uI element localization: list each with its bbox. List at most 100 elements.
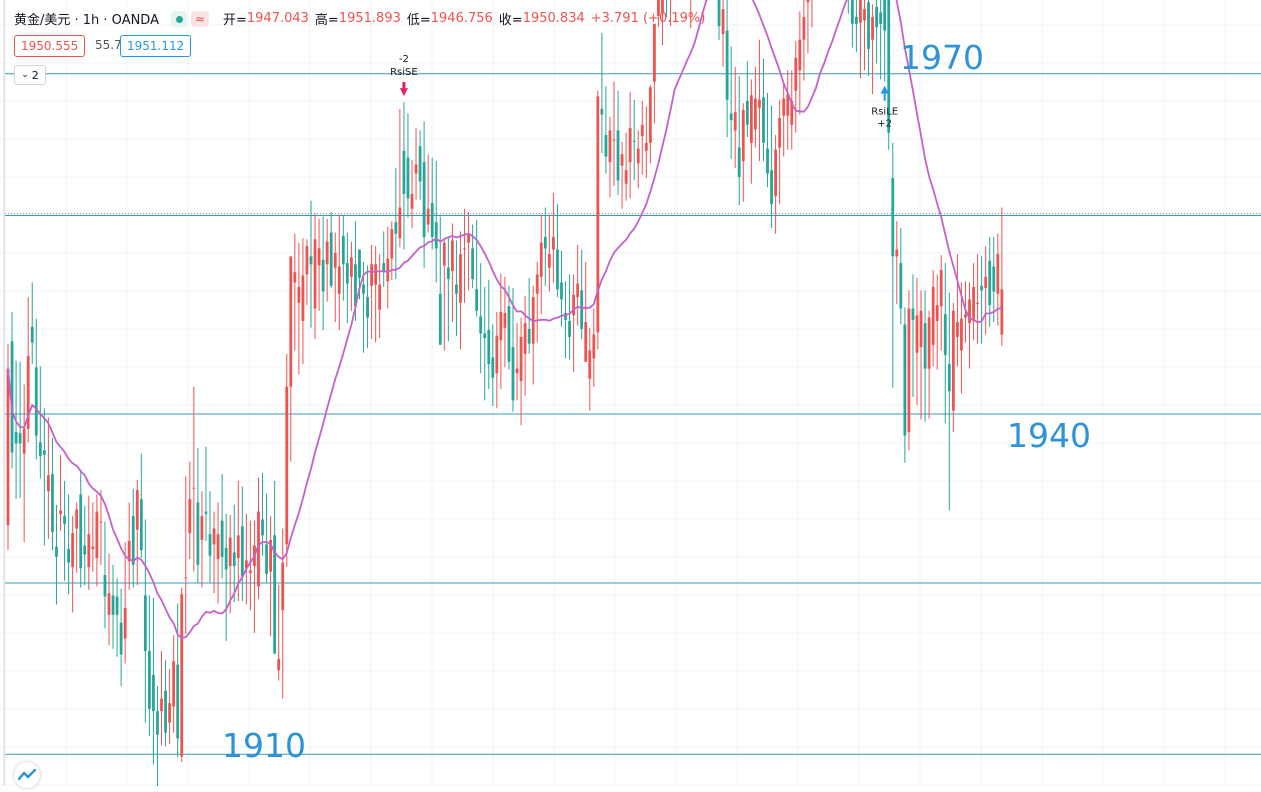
ask-price[interactable]: 1951.112 (120, 35, 192, 57)
candle-body (115, 596, 119, 615)
horizontal-levels (5, 73, 1261, 755)
candle-body (99, 521, 103, 523)
candle-body (434, 222, 438, 249)
candle-body (79, 494, 83, 569)
ma-line (7, 0, 1003, 640)
candle-body (806, 0, 810, 3)
high-value: 1951.893 (338, 11, 401, 26)
candle-body (354, 264, 357, 307)
candle-body (430, 203, 434, 238)
candle-body (636, 148, 640, 164)
candle-body (459, 254, 462, 303)
candle-body (148, 651, 151, 709)
candle-body (257, 511, 260, 587)
candle-body (798, 39, 802, 71)
candle-body (196, 502, 200, 565)
candle-body (172, 661, 176, 707)
candle-body (859, 0, 862, 23)
candle-body (539, 242, 543, 277)
candle-body (467, 234, 470, 243)
collapse-button[interactable]: ⌄ 2 (14, 65, 46, 85)
candle-body (584, 322, 588, 362)
candle-body (6, 368, 10, 526)
candle-body (576, 283, 580, 298)
bid-price[interactable]: 1950.555 (14, 35, 86, 57)
candle-body (289, 256, 293, 387)
candle-body (523, 323, 527, 354)
candle-body (232, 552, 236, 566)
buy-label: RsiLE (871, 107, 898, 118)
candle-body (556, 249, 559, 290)
candle-body (895, 249, 899, 257)
candle-body (923, 323, 927, 369)
candle-body (281, 562, 285, 611)
candle-body (495, 335, 499, 374)
candle-body (976, 302, 979, 304)
candle-body (535, 274, 539, 294)
candle-body (208, 534, 212, 556)
candle-body (899, 263, 903, 309)
candle-body (644, 142, 648, 151)
candle-body (224, 547, 228, 570)
symbol-title[interactable]: 黄金/美元 · 1h · OANDA (14, 13, 159, 28)
candle-body (277, 658, 281, 671)
candle-body (83, 545, 87, 555)
spread-value: 55.7 (89, 35, 128, 55)
candle-body (552, 237, 555, 250)
candle-body (729, 113, 733, 121)
candle-body (164, 690, 167, 733)
close-value: 1950.834 (522, 11, 585, 26)
candle-body (721, 9, 725, 35)
candle-body (362, 284, 365, 294)
signals: -2 RsiSE RsiLE+2 (390, 54, 898, 130)
candle-body (119, 622, 123, 655)
candle-body (939, 269, 943, 307)
candle-body (463, 248, 466, 250)
candle-body (345, 263, 349, 284)
candle-body (156, 711, 159, 735)
candle-body (733, 112, 737, 131)
candle-body (337, 266, 341, 294)
candle-body (394, 222, 398, 234)
candle-body (717, 0, 721, 27)
candle-body (59, 510, 62, 514)
candle-body (236, 535, 240, 559)
candle-body (188, 499, 192, 534)
candle-body (483, 333, 487, 338)
open-key: 开= (222, 13, 247, 28)
candle-body (927, 317, 931, 369)
candle-body (107, 593, 111, 615)
candle-body (794, 57, 798, 91)
candle-body (305, 246, 309, 275)
candle-body (446, 267, 450, 280)
candle-body (71, 533, 75, 568)
wave-icon[interactable]: ≈ (190, 10, 209, 27)
candle-body (491, 357, 495, 378)
candle-body (612, 139, 616, 141)
candle-body (240, 526, 244, 577)
close-key: 收= (498, 13, 523, 28)
candle-body (422, 162, 426, 238)
candle-body (426, 208, 430, 225)
tradingview-logo-icon[interactable] (14, 762, 40, 788)
symbol-legend: 黄金/美元 · 1h · OANDA ≈ 开= 1947.043 高= 1951… (14, 9, 711, 28)
candle-body (568, 320, 571, 337)
candle-body (915, 315, 919, 353)
candle-body (442, 242, 446, 266)
candle-body (184, 577, 188, 579)
eye-dot-icon[interactable] (170, 10, 187, 27)
level-label-1970: 1970 (900, 37, 984, 77)
candle-body (951, 310, 955, 411)
candle-body (249, 570, 252, 573)
candle-body (111, 595, 115, 615)
candle-body (244, 560, 248, 569)
candle-body (333, 252, 337, 268)
candle-body (653, 23, 656, 82)
sell-arrow-icon (399, 88, 408, 97)
candle-body (471, 248, 474, 280)
change-value: +3.791 (+0.19%) (590, 11, 706, 26)
candle-body (648, 87, 652, 143)
candle-body (269, 539, 272, 572)
candle-body (911, 308, 915, 320)
